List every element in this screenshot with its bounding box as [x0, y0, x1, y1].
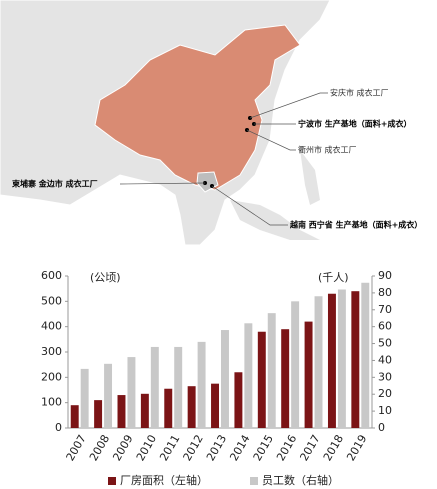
- bar: [291, 301, 300, 428]
- bar: [337, 289, 346, 428]
- bar: [327, 293, 336, 428]
- bar: [304, 321, 313, 428]
- y2-tick-label: 40: [378, 353, 392, 366]
- chart: (公顷) (千人) 0 100 200 300 400 500 600 0 10 20 30 40 50…: [41, 269, 392, 487]
- leader-line: [119, 92, 328, 226]
- bar: [314, 296, 323, 428]
- legend-label: 厂房面积（左轴）: [120, 473, 208, 487]
- y-tick-label: 500: [41, 294, 62, 307]
- bar: [351, 291, 360, 428]
- map-label: 越南 西宁省 生产基地（面料+成衣）: [289, 220, 422, 230]
- x-tick-label: 2016: [274, 433, 299, 464]
- x-tick-label: 2019: [344, 433, 369, 464]
- y2-tick-label: 0: [378, 421, 385, 434]
- x-tick-label: 2014: [227, 433, 252, 464]
- bar: [211, 383, 219, 428]
- x-tick-label: 2017: [297, 433, 322, 464]
- y2-tick-label: 90: [378, 269, 392, 282]
- y2-axis-label: (千人): [318, 271, 349, 284]
- bar: [244, 323, 253, 428]
- bar: [234, 372, 243, 428]
- map: 安庆市 成衣工厂 宁波市 生产基地（面料+成衣） 衢州市 成衣工厂 柬埔寨 金边…: [0, 0, 422, 246]
- bar: [257, 331, 266, 428]
- y2-tick-label: 10: [378, 404, 392, 417]
- y-tick-label: 0: [55, 421, 62, 434]
- map-label: 宁波市 生产基地（面料+成衣）: [298, 119, 412, 129]
- y-tick-label: 600: [41, 269, 62, 282]
- bar: [187, 386, 196, 428]
- bar: [104, 363, 113, 428]
- bar: [197, 341, 206, 428]
- y2-tick-label: 50: [378, 337, 392, 350]
- bar: [221, 330, 229, 428]
- bar: [361, 282, 370, 428]
- legend-swatch: [108, 477, 116, 485]
- bar: [150, 346, 159, 428]
- bar: [267, 313, 276, 428]
- y-tick-label: 400: [41, 320, 62, 333]
- x-tick-label: 2009: [110, 433, 135, 464]
- bar: [127, 357, 136, 428]
- x-tick-label: 2010: [134, 433, 159, 464]
- bar: [281, 329, 290, 428]
- y2-tick-label: 80: [378, 286, 392, 299]
- x-tick-label: 2007: [64, 433, 89, 464]
- x-tick-label: 2011: [157, 433, 182, 464]
- map-label: 安庆市 成衣工厂: [330, 88, 389, 98]
- y2-tick-label: 30: [378, 370, 392, 383]
- y-axis-label: (公顷): [90, 271, 121, 284]
- y-tick-label: 100: [41, 396, 62, 409]
- legend-label: 员工数（右轴）: [262, 473, 339, 487]
- y2-tick-label: 20: [378, 387, 392, 400]
- y2-tick-label: 70: [378, 303, 392, 316]
- china: [94, 24, 301, 191]
- islands: [230, 200, 320, 240]
- y-tick-label: 300: [41, 345, 62, 358]
- y2-tick-label: 60: [378, 320, 392, 333]
- x-tick-label: 2013: [204, 433, 229, 464]
- x-tick-label: 2015: [251, 433, 276, 464]
- bar: [164, 388, 173, 428]
- x-tick-label: 2012: [181, 433, 206, 464]
- map-label: 柬埔寨 金边市 成衣工厂: [11, 179, 98, 189]
- x-tick-label: 2018: [321, 433, 346, 464]
- bar: [70, 405, 79, 428]
- bar: [94, 400, 103, 428]
- map-label: 衢州市 成衣工厂: [298, 145, 357, 155]
- bar: [140, 393, 149, 428]
- islands: [300, 150, 320, 205]
- bar: [80, 368, 89, 428]
- legend-swatch: [250, 477, 258, 485]
- bar: [174, 346, 183, 428]
- x-tick-label: 2008: [87, 433, 112, 464]
- bar: [117, 395, 126, 428]
- y-tick-label: 200: [41, 370, 62, 383]
